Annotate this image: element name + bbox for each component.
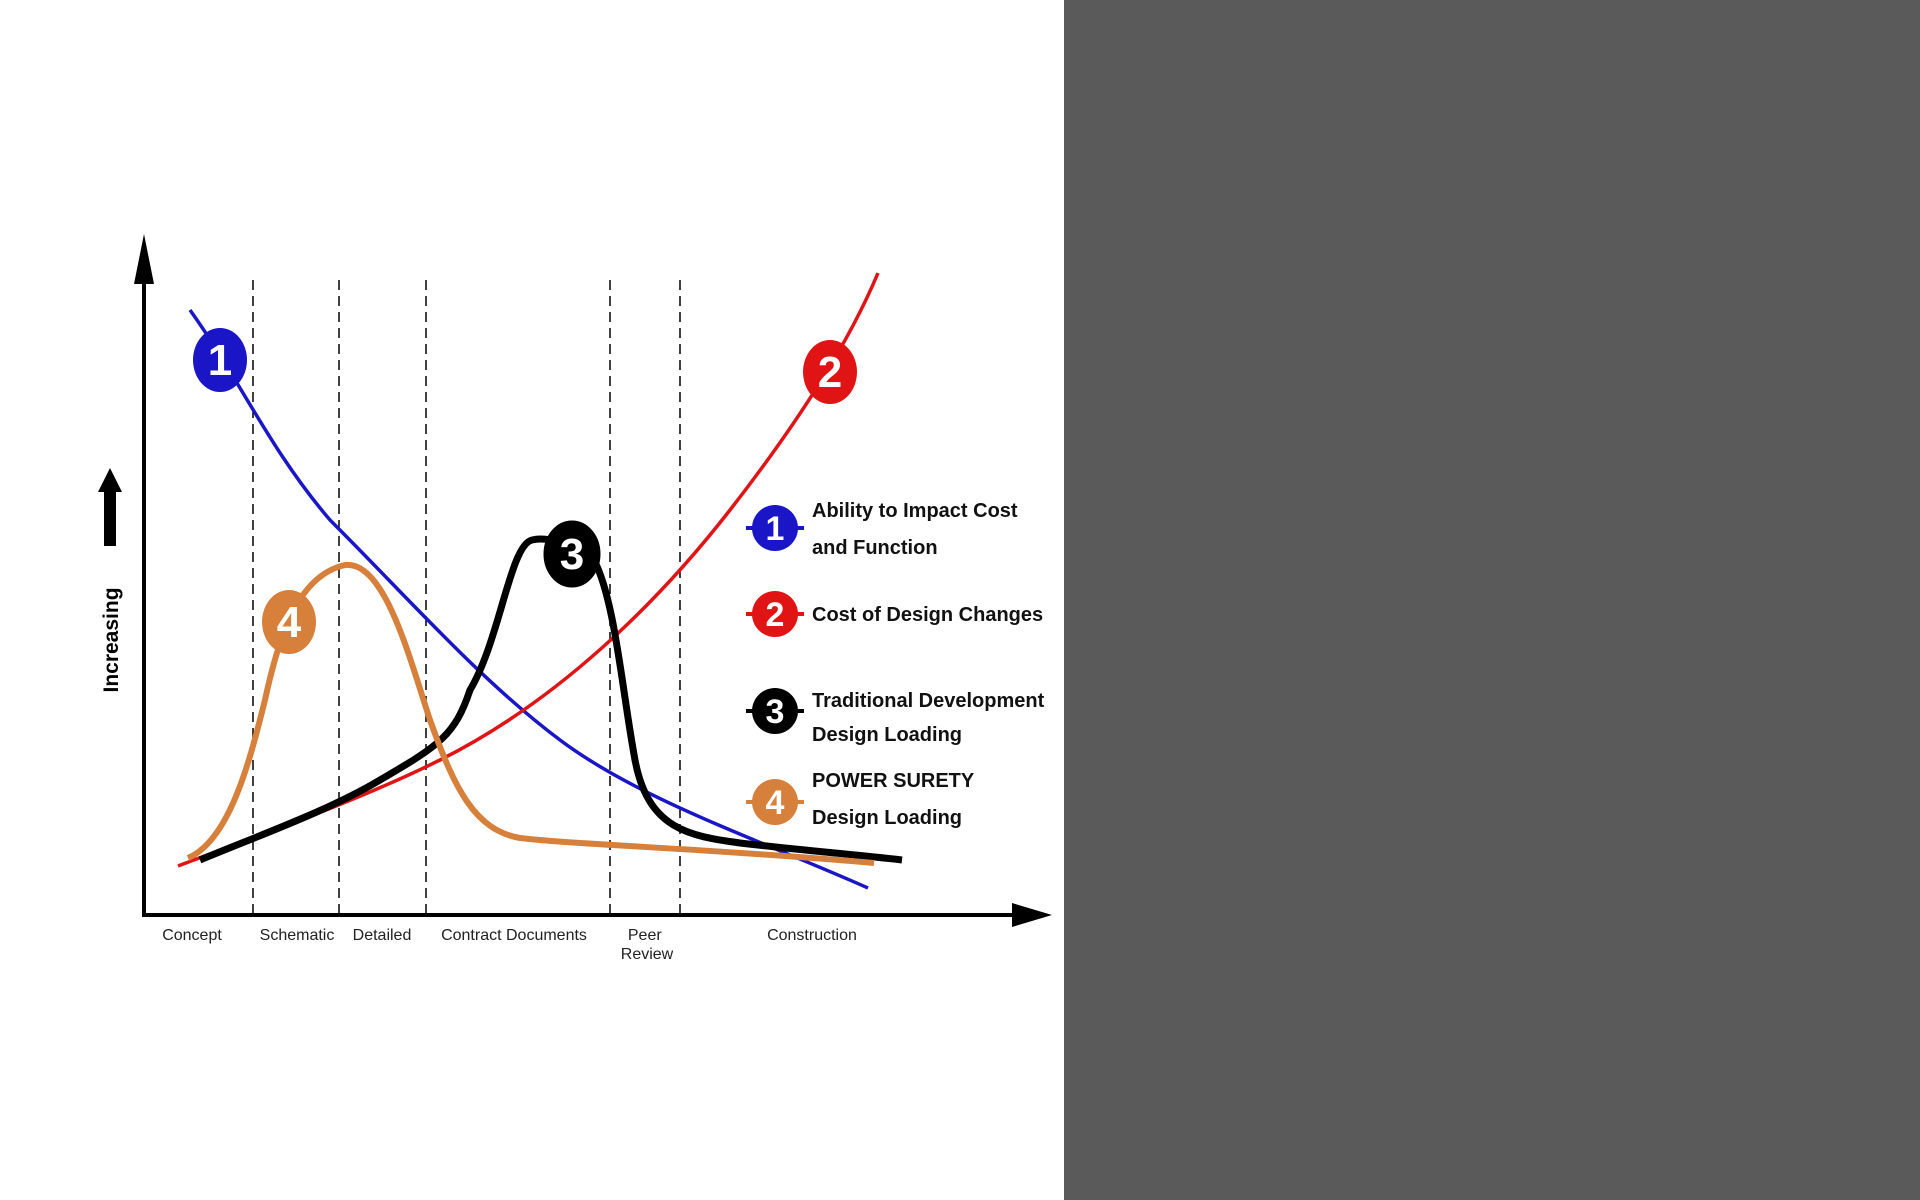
y-label-arrow: [98, 468, 122, 546]
x-tick-label: Contract Documents: [441, 927, 587, 944]
series-badge-2: 2: [803, 340, 857, 404]
chart-svg: Increasing Concept Schematic Detailed Co…: [98, 234, 1052, 963]
legend-item-1: 1 Ability to Impact Cost and Function: [746, 500, 1018, 559]
series-badge-4: 4: [262, 590, 316, 654]
legend-label: Design Loading: [812, 724, 962, 746]
series-badge-3: 3: [543, 520, 601, 588]
legend-label: Traditional Development: [812, 690, 1045, 712]
x-tick-labels: Concept Schematic Detailed Contract Docu…: [162, 927, 857, 963]
series-line-2: [177, 272, 880, 868]
y-label-group: Increasing: [100, 587, 123, 692]
legend-label: Cost of Design Changes: [812, 604, 1043, 626]
legend-label: Ability to Impact Cost: [812, 500, 1018, 522]
x-tick-label: Schematic: [260, 927, 335, 944]
x-tick-label: Construction: [767, 927, 857, 944]
legend-label: Design Loading: [812, 807, 962, 829]
series-badge-number: 1: [208, 336, 232, 385]
x-tick-label: Peer Review: [621, 927, 674, 963]
legend: 1 Ability to Impact Cost and Function 2 Cost…: [746, 500, 1045, 829]
series-badge-1: 1: [193, 328, 247, 392]
legend-label: and Function: [812, 537, 938, 559]
legend-item-2: 2 Cost of Design Changes: [746, 591, 1043, 637]
chart-image: Increasing Concept Schematic Detailed Co…: [0, 0, 1064, 1200]
legend-badge: [752, 688, 798, 734]
y-axis-arrow: [134, 234, 154, 284]
legend-badge-number: 1: [766, 510, 785, 548]
legend-badge-number: 3: [766, 693, 785, 731]
series-line-4: [186, 561, 875, 866]
legend-badge-number: 4: [766, 784, 785, 822]
x-axis-arrow: [1012, 903, 1052, 927]
y-axis-label: Increasing: [100, 587, 123, 692]
series-badges: 1 2 3 4: [193, 328, 857, 654]
gray-side-panel: [1064, 0, 1920, 1200]
legend-badge: [752, 591, 798, 637]
series-badge-number: 2: [818, 348, 842, 397]
phase-dividers: [252, 280, 681, 915]
legend-badge-number: 2: [766, 596, 785, 634]
legend-badge: [752, 505, 798, 551]
x-tick-label: Detailed: [353, 927, 412, 944]
legend-badge: [752, 779, 798, 825]
legend-item-4: 4 POWER SURETY Design Loading: [746, 770, 975, 829]
legend-label: POWER SURETY: [812, 770, 975, 792]
series-badge-number: 4: [277, 598, 302, 647]
series-badge-number: 3: [560, 530, 584, 579]
legend-item-3: 3 Traditional Development Design Loading: [746, 688, 1045, 746]
x-tick-label: Concept: [162, 927, 222, 944]
series-line-1: [188, 308, 869, 890]
